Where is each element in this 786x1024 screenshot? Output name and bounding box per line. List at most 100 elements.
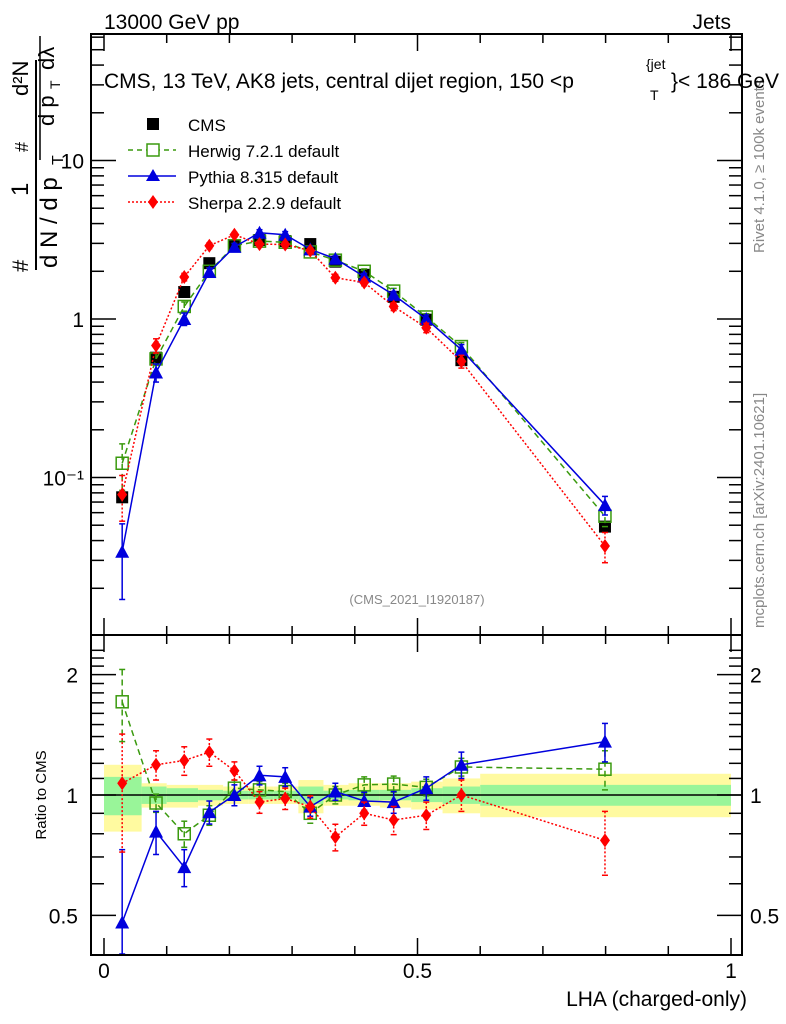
- ratio-y-tick-labels: 0.5 0.5 1 1 2 2: [49, 665, 779, 929]
- ylabel-one: 1: [7, 183, 34, 196]
- main-point-pythia: [454, 342, 469, 356]
- ratio-point-pythia: [278, 769, 293, 783]
- main-point-pythia: [115, 544, 130, 558]
- ylabel-hash-2: #: [12, 142, 32, 152]
- ratio-ylabel: Ratio to CMS: [33, 750, 50, 839]
- main-series-layer: [115, 225, 612, 601]
- ylabel-denominator-sub: T: [50, 155, 67, 165]
- main-point-sherpa: [280, 237, 291, 252]
- y-tick-label: 1: [72, 309, 84, 332]
- legend-marker-pythia: [146, 169, 160, 181]
- main-point-sherpa: [388, 299, 399, 314]
- ratio-point-pythia: [357, 794, 372, 808]
- main-point-sherpa: [254, 237, 265, 252]
- ratio-point-sherpa: [151, 757, 162, 772]
- ylabel-dpt: d p: [34, 95, 59, 126]
- ratio-line-sherpa: [121, 751, 606, 842]
- legend-label-pythia: Pythia 8.315 default: [188, 168, 339, 187]
- legend-label-sherpa: Sherpa 2.2.9 default: [188, 194, 341, 213]
- ratio-point-pythia: [597, 734, 612, 748]
- ratio-line-pythia: [121, 740, 606, 923]
- legend: CMS Herwig 7.2.1 default Pythia 8.315 de…: [128, 116, 341, 213]
- x-tick-label: 1: [725, 960, 737, 983]
- main-point-sherpa: [117, 487, 128, 502]
- ylabel-dpt-sub: T: [47, 80, 63, 89]
- ylabel-numerator: d²N: [8, 61, 33, 96]
- y-tick-label: 10: [61, 151, 84, 174]
- main-point-sherpa: [330, 270, 341, 285]
- ratio-series-sherpa: [117, 733, 610, 877]
- y-tick-label: 10⁻¹: [43, 468, 84, 491]
- main-point-pythia: [278, 227, 293, 241]
- ratio-point-sherpa: [254, 795, 265, 810]
- ratio-panel-frame: [90, 634, 743, 956]
- main-point-sherpa: [456, 354, 467, 369]
- ratio-point-pythia: [454, 757, 469, 771]
- main-point-sherpa: [421, 320, 432, 335]
- x-tick-label: 0: [98, 960, 110, 983]
- legend-marker-sherpa: [148, 195, 158, 209]
- ratio-point-sherpa: [421, 808, 432, 823]
- main-point-pythia: [419, 312, 434, 325]
- ylabel-denominator: d N / d p: [36, 177, 63, 268]
- ratio-uncertainty-bands: [104, 764, 731, 832]
- main-point-pythia: [328, 251, 343, 265]
- main-point-herwig: [115, 456, 129, 471]
- ratio-point-sherpa: [456, 788, 467, 802]
- main-point-pythia: [149, 365, 164, 379]
- ratio-point-sherpa: [179, 753, 190, 768]
- main-y-tick-labels: 10⁻¹ 1 10: [43, 151, 84, 491]
- main-point-sherpa: [151, 338, 162, 353]
- beam-label: 13000 GeV pp: [104, 11, 239, 34]
- legend-label-herwig: Herwig 7.2.1 default: [188, 142, 339, 161]
- main-ylabel: # 1 d N / d p T # d²N d p T dλ: [7, 36, 67, 272]
- ylabel-dlambda: dλ: [34, 47, 59, 70]
- plot-title: CMS, 13 TeV, AK8 jets, central dijet reg…: [104, 56, 779, 103]
- mcplots-label: mcplots.cern.ch [arXiv:2401.10621]: [751, 393, 768, 628]
- ratio-point-sherpa: [305, 799, 316, 814]
- ratio-point-pythia: [328, 784, 343, 798]
- ratio-point-sherpa: [388, 812, 399, 827]
- ratio-point-sherpa: [229, 763, 240, 778]
- ratio-point-pythia: [177, 860, 192, 874]
- ratio-point-sherpa: [204, 745, 215, 760]
- ratio-point-herwig: [149, 796, 163, 810]
- ratio-point-pythia: [149, 824, 164, 838]
- legend-marker-cms: [147, 118, 159, 130]
- ylabel-hash-1: #: [8, 259, 33, 272]
- main-point-pythia: [386, 287, 401, 301]
- main-point-data: [178, 286, 191, 299]
- main-point-sherpa: [599, 538, 610, 553]
- ratio-point-pythia: [252, 768, 267, 782]
- main-point-pythia: [227, 239, 242, 253]
- legend-item-sherpa: Sherpa 2.2.9 default: [128, 194, 341, 213]
- main-line-sherpa: [121, 233, 606, 547]
- ratio-point-sherpa: [359, 806, 370, 821]
- title-tail: }< 186 GeV: [671, 70, 779, 93]
- ratio-point-herwig: [115, 695, 129, 709]
- main-point-data: [203, 257, 216, 270]
- ratio-point-herwig: [357, 778, 371, 792]
- x-axis-label: LHA (charged-only): [566, 988, 747, 1011]
- rivet-version-label: Rivet 4.1.0, ≥ 100k events: [751, 80, 768, 253]
- main-point-sherpa: [229, 227, 240, 242]
- ratio-point-herwig: [177, 827, 192, 841]
- legend-label-cms: CMS: [188, 116, 226, 135]
- main-point-sherpa: [305, 243, 316, 258]
- title-subscript: T: [650, 87, 659, 103]
- legend-item-herwig: Herwig 7.2.1 default: [128, 142, 339, 161]
- main-axis-ticks: [92, 35, 741, 634]
- ratio-point-sherpa: [599, 833, 610, 848]
- ratio-y-tick-label-right: 1: [750, 785, 762, 808]
- ratio-series-pythia: [115, 722, 612, 955]
- main-series-sherpa: [117, 227, 610, 564]
- ratio-point-pythia: [419, 781, 434, 795]
- main-point-sherpa: [179, 270, 190, 285]
- ratio-point-sherpa: [330, 830, 341, 845]
- legend-item-cms: CMS: [147, 116, 226, 135]
- main-point-sherpa: [204, 238, 215, 253]
- ratio-y-tick-label-left: 2: [66, 665, 78, 688]
- ratio-point-pythia: [115, 915, 130, 929]
- ratio-y-tick-label-left: 1: [66, 785, 78, 808]
